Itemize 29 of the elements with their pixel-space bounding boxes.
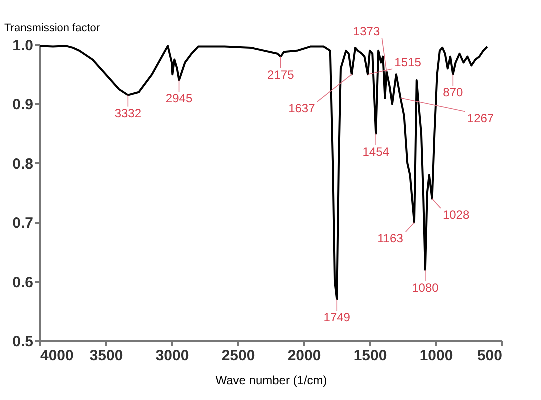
annotation: 1267 [467, 111, 494, 126]
x-tick-label: 500 [477, 348, 502, 364]
annotation: 1163 [378, 232, 404, 246]
annotation: 1373 [353, 24, 380, 39]
y-tick-label: 0.7 [12, 215, 34, 232]
x-axis-title: Wave number (1/cm) [216, 374, 328, 388]
x-tick-label: 1500 [354, 348, 388, 364]
annotation: 1454 [362, 144, 390, 159]
x-tick-label: 2500 [222, 348, 256, 364]
annotation: 1028 [442, 208, 470, 222]
annotation: 2945 [166, 92, 193, 106]
y-tick-label: 1.0 [12, 38, 34, 54]
annotation: 1080 [412, 280, 440, 295]
y-axis-title: Transmission factor [4, 22, 100, 34]
annotation: 3332 [114, 106, 142, 120]
y-tick-label: 0.9 [12, 96, 34, 114]
x-tick-label: 4000 [40, 348, 74, 364]
x-tick-label: 3500 [90, 348, 124, 364]
x-tick-label: 1000 [420, 348, 454, 364]
x-tick-label: 2000 [288, 348, 322, 364]
y-tick-label: 0.5 [12, 334, 34, 350]
annotation: 870 [443, 86, 464, 100]
x-tick-label: 3000 [156, 348, 190, 364]
annotation: 1749 [324, 310, 351, 325]
annotation: 2175 [268, 68, 295, 82]
y-tick-label: 0.6 [12, 274, 34, 292]
y-tick-label: 0.8 [12, 156, 34, 173]
annotation: 1637 [288, 102, 316, 116]
annotation: 1515 [394, 56, 422, 70]
